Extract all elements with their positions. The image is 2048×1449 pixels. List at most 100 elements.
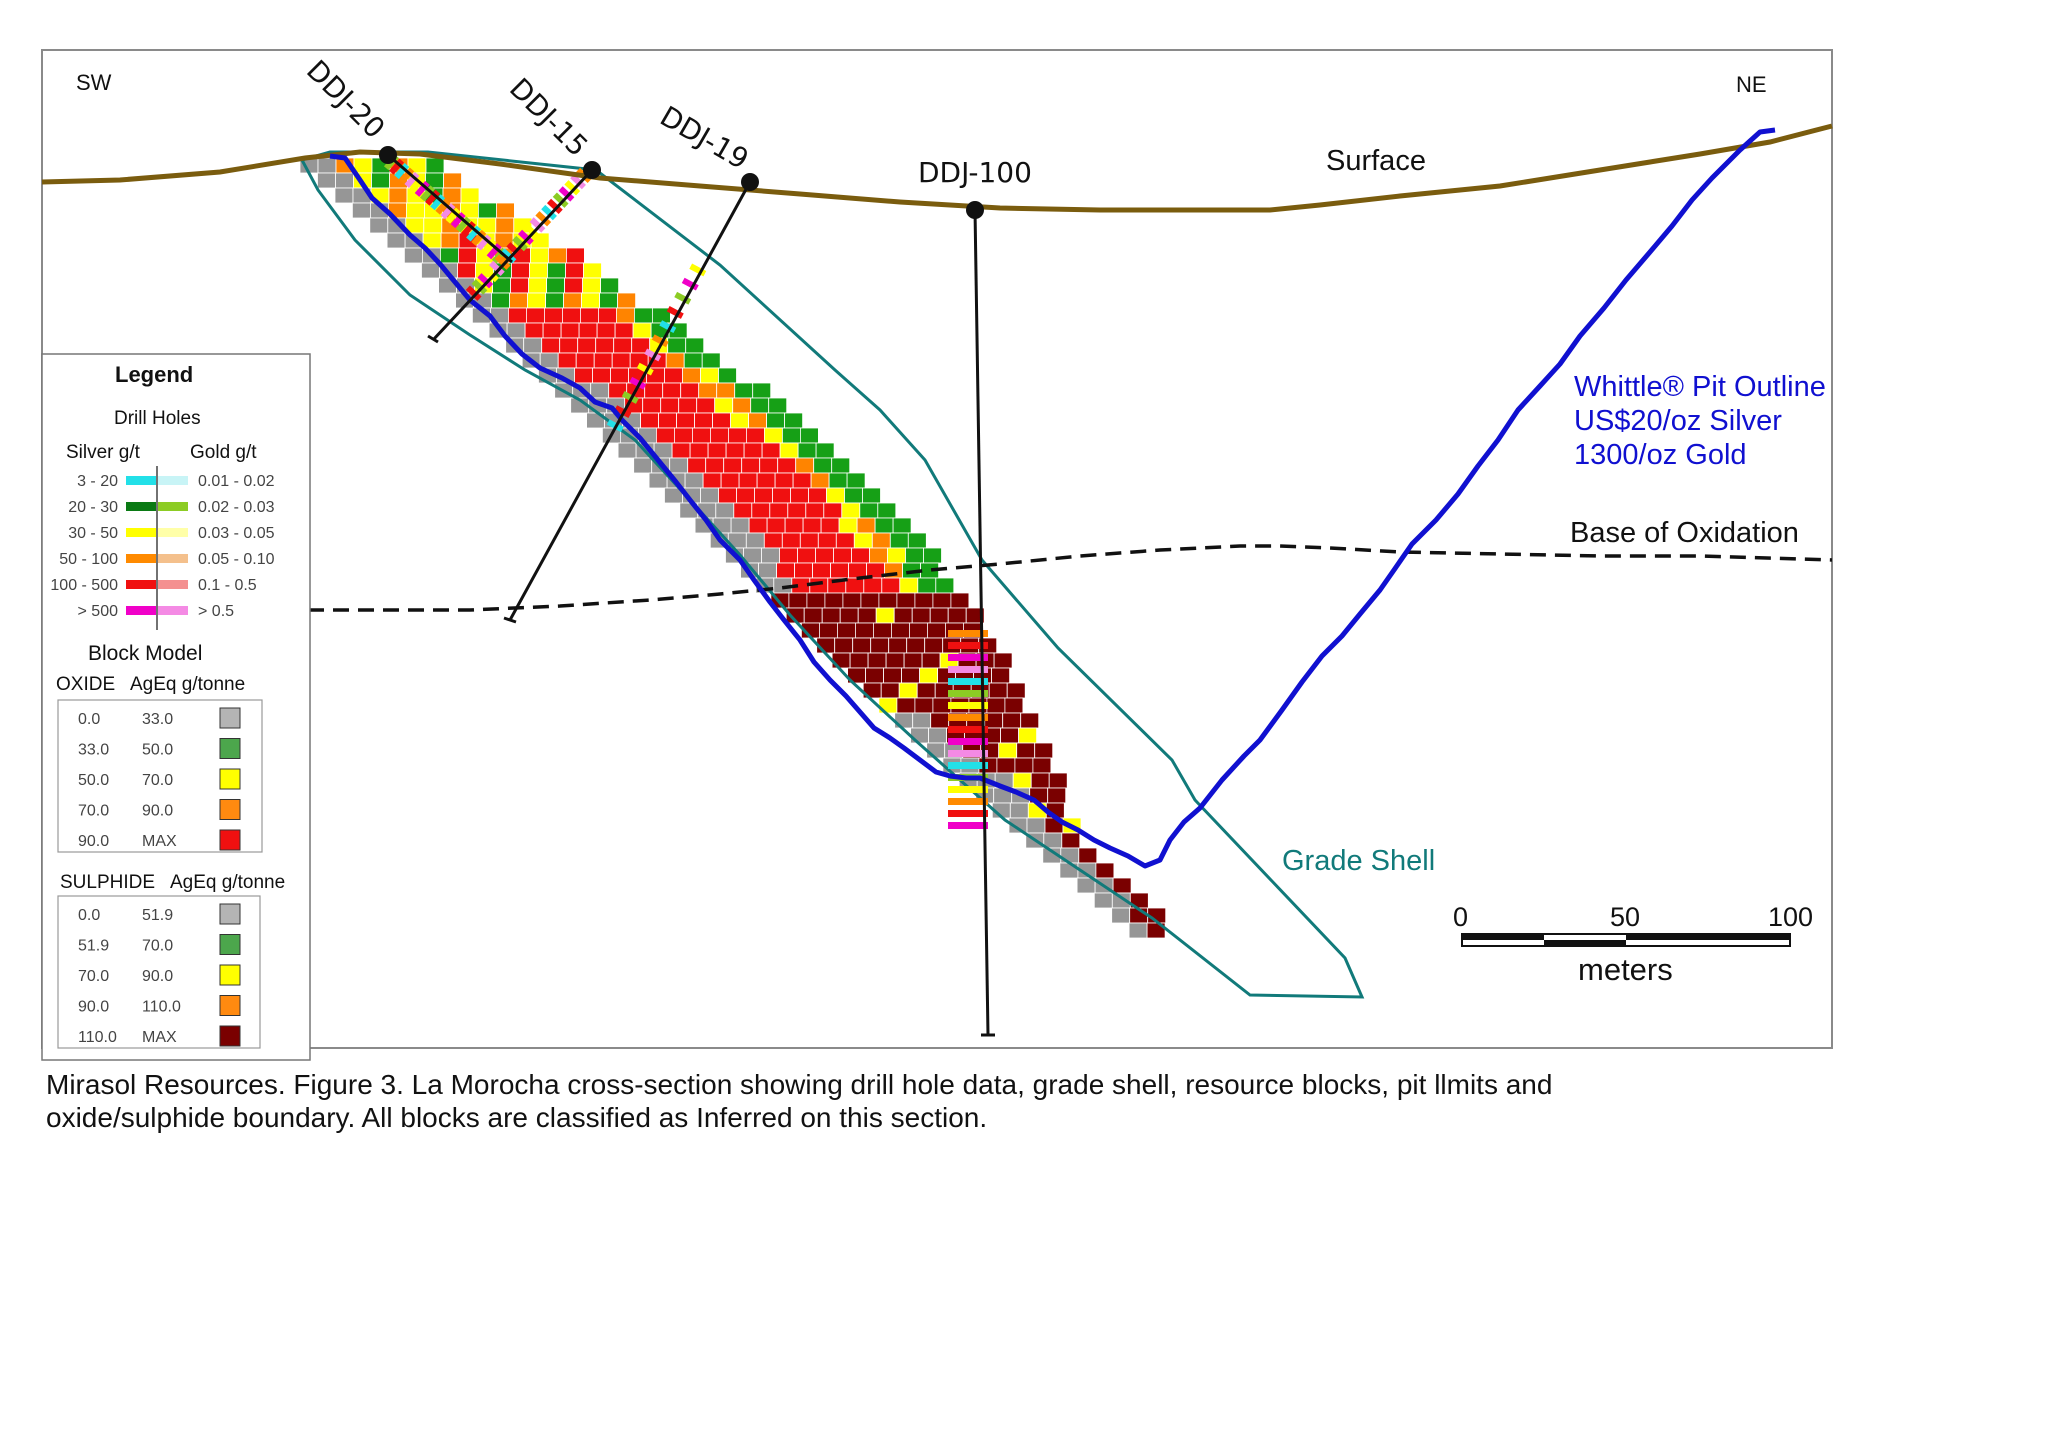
block-cell xyxy=(896,697,916,714)
assay-interval xyxy=(471,279,488,295)
assay-interval xyxy=(948,726,988,733)
block-cell xyxy=(616,307,635,324)
block-cell xyxy=(1034,742,1054,759)
block-cell xyxy=(889,532,909,549)
block-cell xyxy=(712,412,731,429)
legend-block-swatch xyxy=(219,903,241,925)
assay-interval xyxy=(425,189,441,206)
block-cell xyxy=(1014,757,1034,774)
block-cell xyxy=(799,532,819,549)
block-cell xyxy=(1006,682,1026,699)
assay-interval xyxy=(430,194,446,211)
assay-interval xyxy=(948,762,988,769)
block-cell xyxy=(565,262,584,279)
block-cell xyxy=(1004,697,1024,714)
legend-drill-rows: 3 - 20 0.01 - 0.02 20 - 30 0.02 - 0.03 30 - … xyxy=(50,473,274,620)
legend-block-to: 50.0 xyxy=(142,742,173,759)
block-cell xyxy=(457,247,477,264)
legend-block-to: MAX xyxy=(142,833,177,850)
block-cell xyxy=(403,247,423,264)
block-cell xyxy=(929,607,949,624)
block-cell xyxy=(1048,772,1068,789)
block-cell xyxy=(808,487,827,504)
legend-sulphide-header: SULPHIDE xyxy=(60,872,155,893)
block-cell xyxy=(1112,877,1132,894)
block-cell xyxy=(824,592,844,609)
drill-trace-ddj-15 xyxy=(431,168,594,342)
grade-shell-outline xyxy=(299,150,1365,999)
block-cell xyxy=(759,457,779,474)
block-cell xyxy=(815,442,835,459)
block-cell xyxy=(885,652,905,669)
legend-silver-range: 100 - 500 xyxy=(50,577,118,594)
drill-end-tick-ddj-19 xyxy=(503,616,517,624)
block-cell xyxy=(718,367,737,384)
block-cell xyxy=(815,547,834,564)
block-cell xyxy=(914,592,934,609)
block-cell xyxy=(905,547,924,564)
block-cell xyxy=(862,487,881,504)
block-cell xyxy=(405,202,425,219)
base-of-oxidation-line xyxy=(308,544,1833,612)
block-cell xyxy=(439,247,459,264)
assay-interval xyxy=(440,203,456,220)
legend-block-swatch xyxy=(219,829,241,851)
base-of-oxidation-label: Base of Oxidation xyxy=(1570,517,1799,549)
block-cell xyxy=(823,502,843,519)
block-cell xyxy=(1026,817,1046,834)
assay-interval xyxy=(948,690,988,697)
block-cell xyxy=(632,322,652,339)
block-cell xyxy=(779,547,798,564)
caption-line-2: oxide/sulphide boundary. All blocks are … xyxy=(46,1102,988,1133)
block-cell xyxy=(932,592,952,609)
assay-interval xyxy=(629,376,647,390)
block-cell xyxy=(826,487,845,504)
assay-interval xyxy=(460,220,476,237)
assay-interval xyxy=(483,266,499,283)
block-cell xyxy=(853,532,873,549)
drill-trace-ddj-19 xyxy=(508,181,752,621)
legend-block-from: 33.0 xyxy=(78,742,109,759)
assay-interval xyxy=(948,822,988,829)
block-cell xyxy=(656,427,675,444)
block-cell xyxy=(1043,832,1063,849)
block-cell xyxy=(1002,712,1022,729)
assay-interval xyxy=(636,362,654,376)
assay-interval xyxy=(409,176,425,193)
block-cell xyxy=(425,157,445,174)
block-cell xyxy=(769,502,789,519)
block-cell xyxy=(761,442,781,459)
block-cell xyxy=(683,352,703,369)
block-cell xyxy=(1128,922,1148,939)
block-cell xyxy=(680,382,700,399)
legend-silver-range: 20 - 30 xyxy=(68,499,118,516)
block-cell xyxy=(701,352,721,369)
block-cell xyxy=(477,202,497,219)
direction-ne: NE xyxy=(1736,72,1767,97)
block-cell xyxy=(830,562,849,579)
block-cell xyxy=(921,652,941,669)
block-cell xyxy=(1093,892,1113,909)
block-cell xyxy=(596,322,616,339)
block-cell xyxy=(758,562,777,579)
legend-silver-swatch xyxy=(126,554,156,563)
block-cell xyxy=(820,517,840,534)
block-cell xyxy=(887,547,906,564)
block-cell xyxy=(1016,742,1036,759)
block-cell xyxy=(781,532,801,549)
block-cell xyxy=(846,472,866,489)
assay-interval xyxy=(517,229,534,246)
block-cell xyxy=(867,652,887,669)
pit-label-line2: US$20/oz Silver xyxy=(1574,405,1782,437)
assay-interval xyxy=(435,198,451,215)
assay-interval xyxy=(481,238,497,255)
assay-interval xyxy=(541,204,557,221)
block-cell xyxy=(440,232,460,249)
drill-trace-ddj-100 xyxy=(973,209,990,1036)
scale-bar-segment-1 xyxy=(1462,934,1544,940)
collar-ddj-19 xyxy=(741,173,759,191)
block-cell xyxy=(833,547,852,564)
block-cell xyxy=(857,607,877,624)
block-cell xyxy=(743,442,763,459)
